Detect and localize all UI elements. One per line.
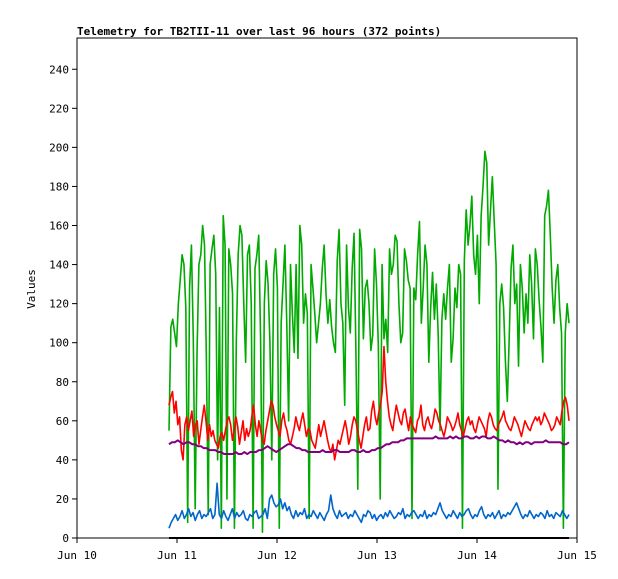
x-tick-label: Jun 12 bbox=[257, 549, 297, 562]
axis-layer: 0 20 40 60 80 100 120 140 160 180 200 220 240 Jun 10 J… bbox=[49, 63, 597, 562]
y-tick-label: 80 bbox=[56, 376, 69, 389]
y-tick-label: 240 bbox=[49, 63, 69, 76]
series-line-0 bbox=[168, 150, 570, 533]
y-tick-label: 40 bbox=[56, 454, 69, 467]
chart-title: Telemetry for TB2TII-11 over last 96 hou… bbox=[77, 25, 441, 38]
x-tick-label: Jun 10 bbox=[57, 549, 97, 562]
y-tick-label: 220 bbox=[49, 102, 69, 115]
series-line-2 bbox=[168, 435, 570, 456]
y-tick-label: 120 bbox=[49, 298, 69, 311]
y-tick-label: 180 bbox=[49, 180, 69, 193]
x-tick-label: Jun 13 bbox=[357, 549, 397, 562]
y-axis-label: Values bbox=[25, 269, 38, 309]
y-tick-label: 200 bbox=[49, 141, 69, 154]
y-tick-label: 160 bbox=[49, 220, 69, 233]
x-tick-label: Jun 15 bbox=[557, 549, 597, 562]
y-tick-label: 140 bbox=[49, 259, 69, 272]
y-tick-label: 100 bbox=[49, 337, 69, 350]
series-line-1 bbox=[168, 345, 570, 461]
y-tick-label: 0 bbox=[62, 532, 69, 545]
series-line-3 bbox=[168, 482, 570, 529]
y-tick-label: 60 bbox=[56, 415, 69, 428]
x-tick-label: Jun 11 bbox=[157, 549, 197, 562]
series-layer bbox=[168, 150, 570, 539]
plot-area bbox=[76, 37, 578, 539]
y-tick-label: 20 bbox=[56, 493, 69, 506]
x-tick-label: Jun 14 bbox=[457, 549, 497, 562]
